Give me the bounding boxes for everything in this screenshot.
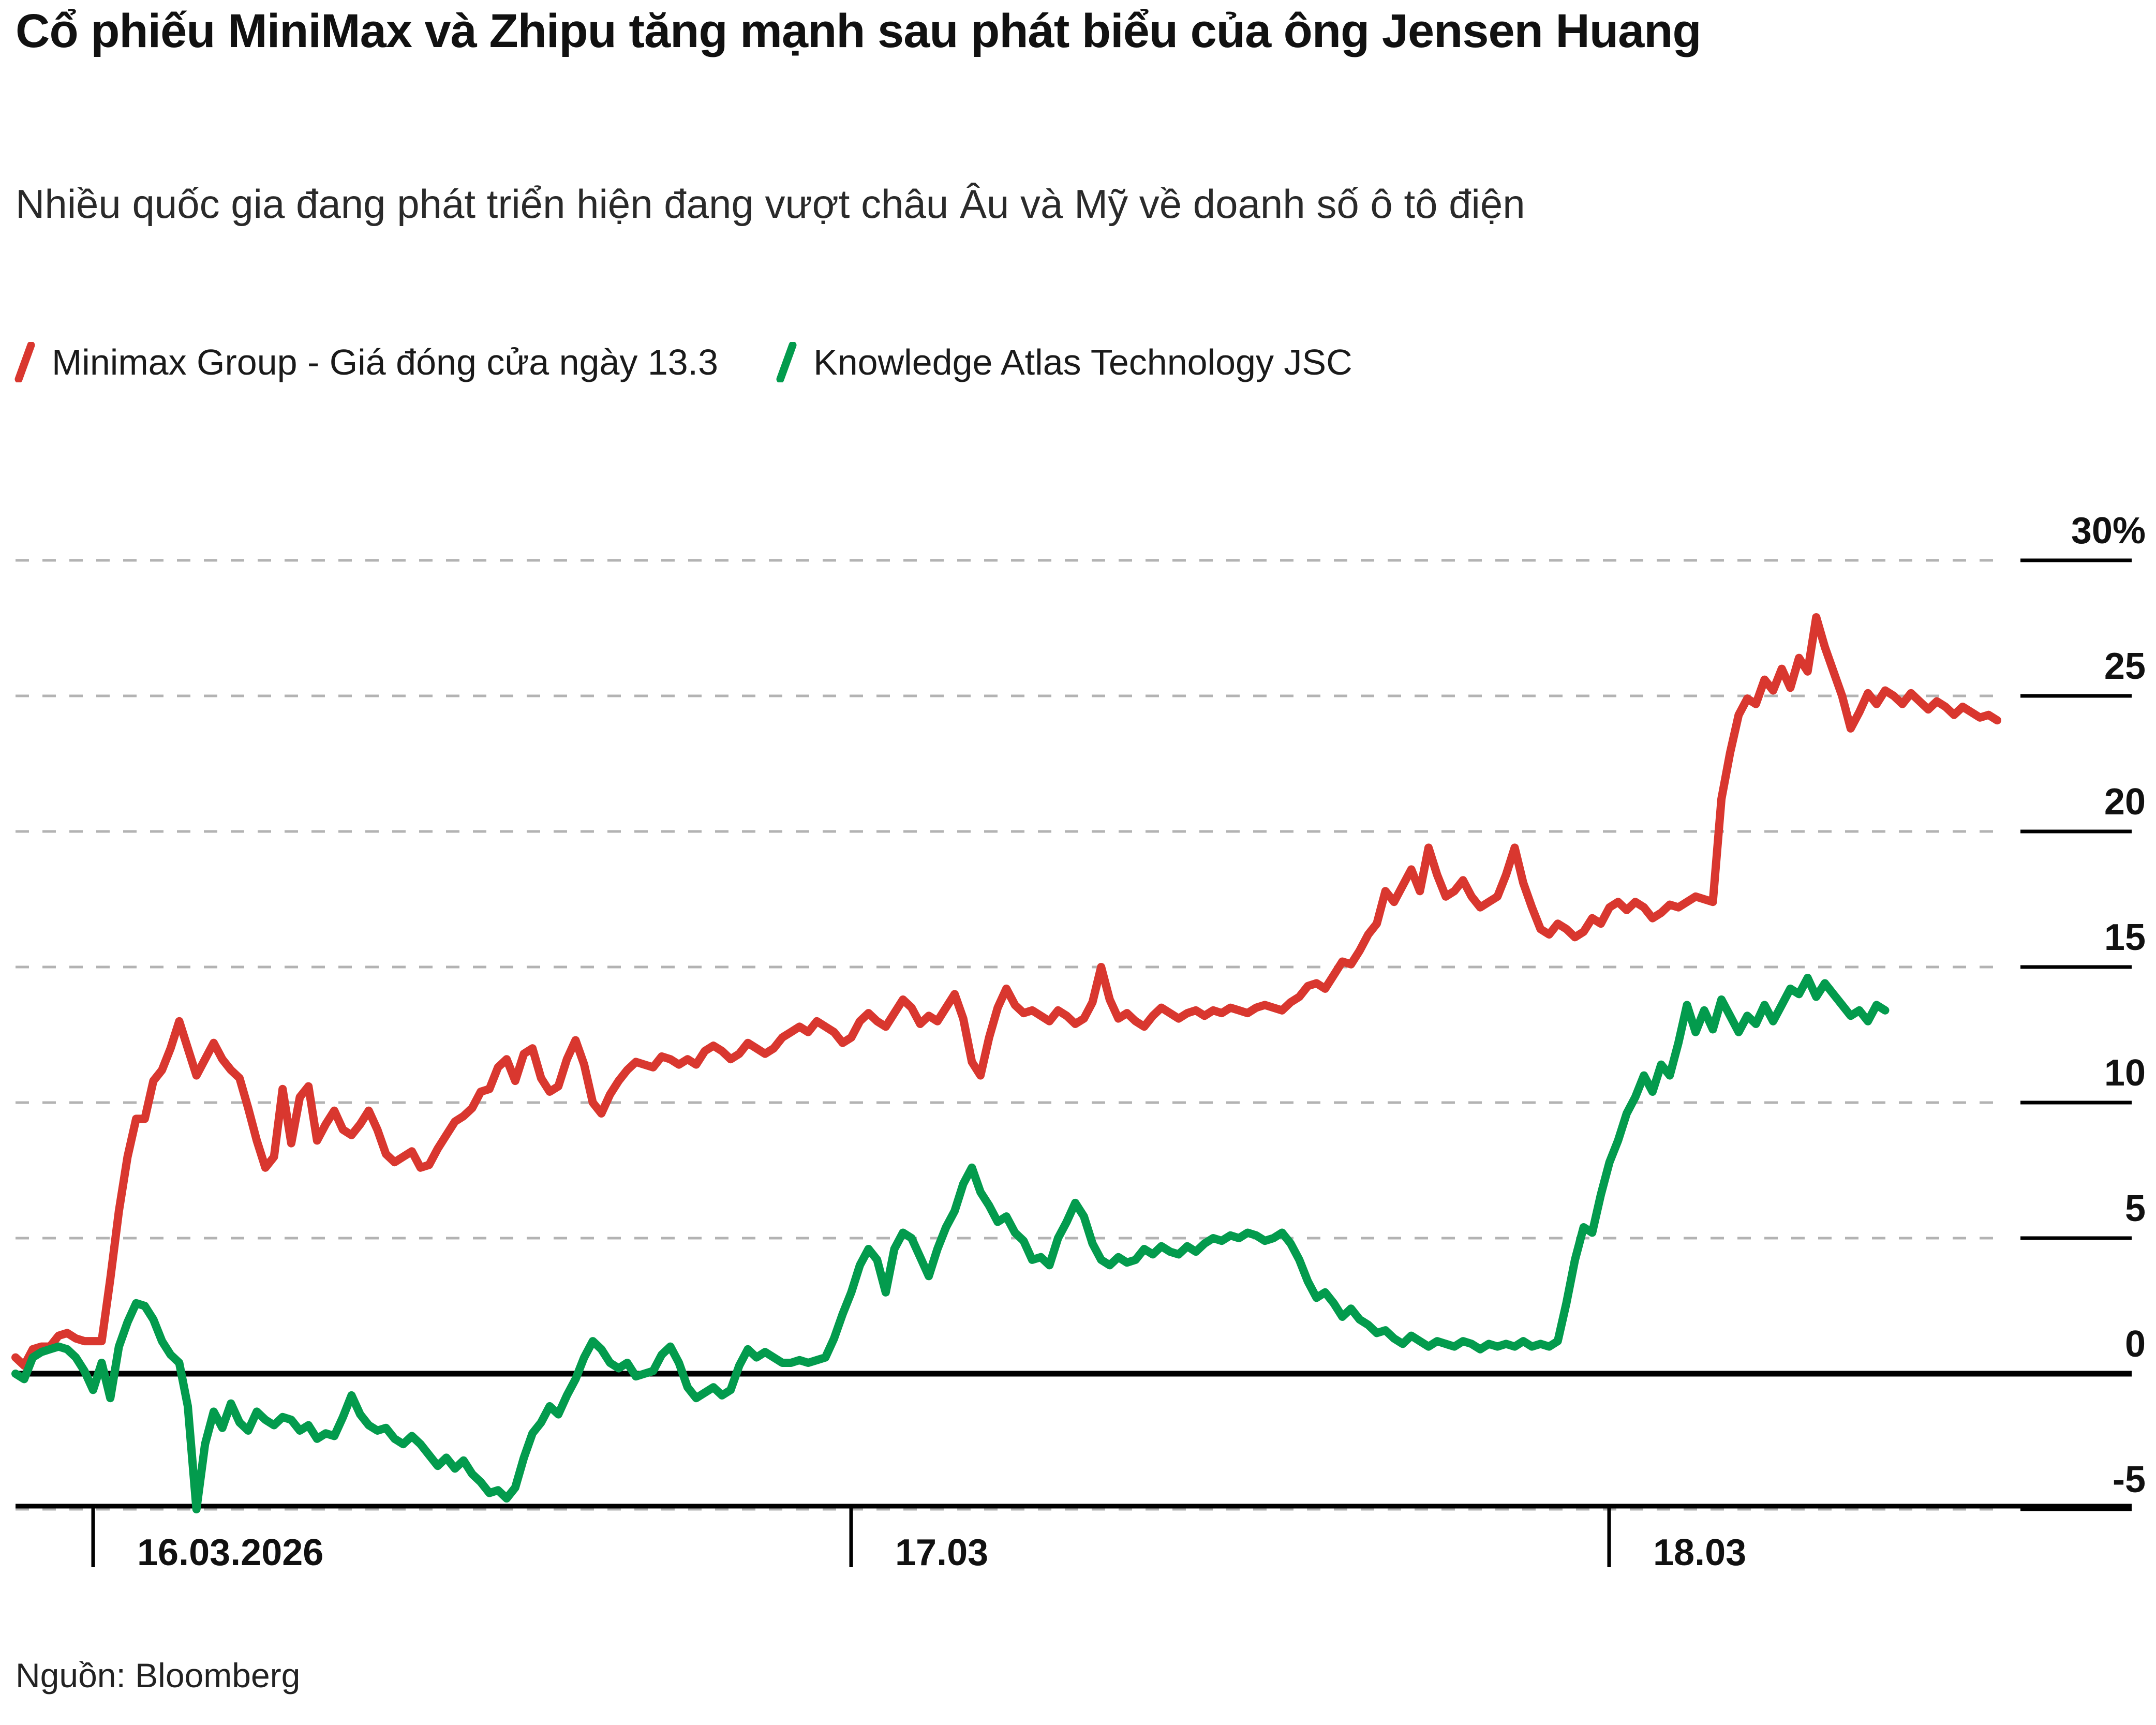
slash-mark-icon <box>775 342 798 382</box>
source-note: Nguồn: Bloomberg <box>16 1656 301 1694</box>
page-subtitle: Nhiều quốc gia đang phát triển hiện đang… <box>16 181 1525 227</box>
y-axis-label-15: 15 <box>2104 917 2146 958</box>
y-axis-label-20: 20 <box>2104 781 2146 823</box>
x-axis-label-0: 16.03.2026 <box>137 1532 324 1573</box>
y-axis-label-25: 25 <box>2104 646 2146 687</box>
page-title: Cổ phiếu MiniMax và Zhipu tăng mạnh sau … <box>16 5 1702 57</box>
y-axis-label-minus5: -5 <box>2112 1459 2146 1500</box>
legend-item-red[interactable]: Minimax Group - Giá đóng cửa ngày 13.3 <box>13 341 718 383</box>
y-axis-label-0: 0 <box>2124 1324 2146 1365</box>
y-axis-label-10: 10 <box>2104 1052 2146 1094</box>
legend-item-green[interactable]: Knowledge Atlas Technology JSC <box>775 341 1352 383</box>
x-axis-label-1: 17.03 <box>895 1532 989 1573</box>
x-axis-label-2: 18.03 <box>1653 1532 1747 1573</box>
legend-label-green: Knowledge Atlas Technology JSC <box>813 342 1352 382</box>
legend-label-red: Minimax Group - Giá đóng cửa ngày 13.3 <box>52 342 719 382</box>
chart-legend: Minimax Group - Giá đóng cửa ngày 13.3 K… <box>13 341 1409 383</box>
y-axis-label-5: 5 <box>2124 1188 2146 1229</box>
slash-mark-icon <box>13 342 36 382</box>
y-axis-label-30: 30% <box>2071 510 2146 552</box>
